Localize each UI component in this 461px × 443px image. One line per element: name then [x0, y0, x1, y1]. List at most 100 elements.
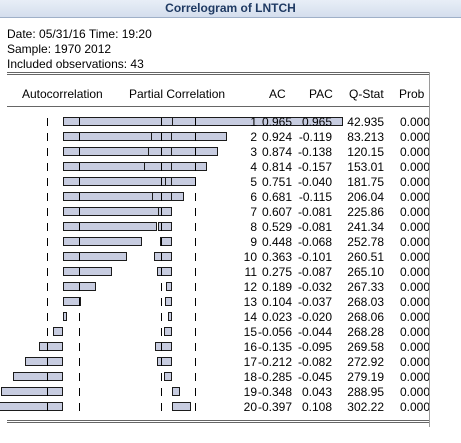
- ac-bound-tick: [47, 373, 48, 381]
- ac-bound-tick: [79, 118, 80, 126]
- ac-bound-tick: [79, 133, 80, 141]
- qstat-cell: 225.86: [347, 205, 384, 219]
- pac-bound-tick: [161, 133, 162, 141]
- pac-bound-tick: [195, 178, 196, 186]
- pac-bound-tick: [195, 133, 196, 141]
- pac-bound-tick: [161, 298, 162, 306]
- ac-bar: [25, 357, 63, 366]
- pac-bar: [154, 252, 172, 261]
- qstat-cell: 181.75: [347, 175, 384, 189]
- pac-bound-tick: [195, 148, 196, 156]
- qstat-cell: 120.15: [347, 145, 384, 159]
- pac-bound-tick: [195, 298, 196, 306]
- pac-bound-tick: [161, 313, 162, 321]
- ac-bound-tick: [79, 388, 80, 396]
- ac-bound-tick: [47, 133, 48, 141]
- top-rule-2: [7, 74, 430, 75]
- date-time-line: Date: 05/31/16 Time: 19:20: [7, 27, 152, 41]
- ac-bound-tick: [47, 163, 48, 171]
- ac-bound-tick: [47, 403, 48, 411]
- prob-cell: 0.000: [399, 145, 430, 159]
- pac-bound-tick: [161, 118, 162, 126]
- pac-bound-tick: [161, 283, 162, 291]
- ac-bound-tick: [47, 343, 48, 351]
- pac-cell: -0.020: [297, 310, 332, 324]
- ac-bar: [39, 342, 63, 351]
- ac-bar: [63, 147, 218, 156]
- pac-bound-tick: [161, 238, 162, 246]
- qstat-cell: 42.935: [347, 115, 384, 129]
- pac-bound-tick: [195, 238, 196, 246]
- pac-bound-tick: [195, 388, 196, 396]
- pac-cell: -0.115: [298, 190, 332, 204]
- header-rule: [7, 106, 430, 107]
- lag-cell: 13: [243, 295, 257, 309]
- qstat-cell: 241.34: [347, 220, 384, 234]
- prob-cell: 0.000: [399, 160, 430, 174]
- ac-bound-tick: [79, 223, 80, 231]
- lag-cell: 6: [250, 190, 257, 204]
- prob-cell: 0.000: [399, 115, 430, 129]
- pac-bar: [168, 312, 172, 321]
- pac-bar: [158, 222, 172, 231]
- pac-bound-tick: [161, 268, 162, 276]
- pac-cell: -0.138: [297, 145, 332, 159]
- ac-bound-tick: [79, 313, 80, 321]
- pac-bound-tick: [195, 358, 196, 366]
- pac-cell: -0.068: [297, 235, 332, 249]
- ac-bar: [53, 327, 63, 336]
- pac-bound-tick: [195, 328, 196, 336]
- pac-bound-tick: [161, 193, 162, 201]
- ac-bound-tick: [47, 148, 48, 156]
- prob-cell: 0.000: [399, 340, 430, 354]
- pac-bar: [164, 327, 172, 336]
- ac-bound-tick: [79, 238, 80, 246]
- ac-bar: [63, 162, 207, 171]
- ac-bound-tick: [79, 163, 80, 171]
- ac-bar: [1, 387, 63, 396]
- ac-bound-tick: [79, 208, 80, 216]
- ac-bar: [63, 177, 196, 186]
- pac-bar: [172, 117, 343, 126]
- ac-bar: [0, 402, 63, 411]
- ac-bar: [63, 132, 227, 141]
- pac-cell: -0.037: [297, 295, 332, 309]
- pac-bound-tick: [161, 388, 162, 396]
- ac-bar: [63, 222, 157, 231]
- pac-bar: [158, 207, 172, 216]
- prob-cell: 0.000: [399, 370, 430, 384]
- qstat-cell: 268.28: [347, 325, 384, 339]
- pac-cell: -0.082: [297, 355, 332, 369]
- qstat-cell: 83.213: [347, 130, 384, 144]
- ac-bound-tick: [79, 193, 80, 201]
- ac-bar: [63, 312, 67, 321]
- ac-cell: 0.965: [261, 115, 292, 129]
- ac-bound-tick: [47, 313, 48, 321]
- pac-cell: -0.157: [297, 160, 332, 174]
- correlogram-table: Autocorrelation Partial Correlation AC P…: [0, 72, 430, 427]
- ac-bound-tick: [47, 208, 48, 216]
- ac-cell: -0.056: [257, 325, 292, 339]
- ac-bound-tick: [47, 193, 48, 201]
- panel-right-border: [429, 72, 430, 427]
- info-block: Date: 05/31/16 Time: 19:20 Sample: 1970 …: [7, 27, 152, 72]
- bottom-rule-1: [7, 420, 430, 421]
- ac-bound-tick: [79, 343, 80, 351]
- ac-bound-tick: [47, 118, 48, 126]
- lag-cell: 5: [250, 175, 257, 189]
- prob-cell: 0.000: [399, 280, 430, 294]
- ac-bound-tick: [47, 253, 48, 261]
- ac-cell: 0.275: [261, 265, 292, 279]
- lag-cell: 11: [244, 265, 257, 279]
- pac-bar: [157, 267, 172, 276]
- pac-bar: [172, 402, 191, 411]
- ac-bound-tick: [47, 358, 48, 366]
- pac-cell: 0.043: [301, 385, 332, 399]
- ac-bound-tick: [79, 373, 80, 381]
- prob-cell: 0.000: [399, 400, 430, 414]
- ac-cell: -0.212: [257, 355, 292, 369]
- ac-cell: 0.363: [261, 250, 292, 264]
- lag-cell: 9: [250, 235, 257, 249]
- ac-bound-tick: [79, 283, 80, 291]
- lag-cell: 1: [250, 115, 257, 129]
